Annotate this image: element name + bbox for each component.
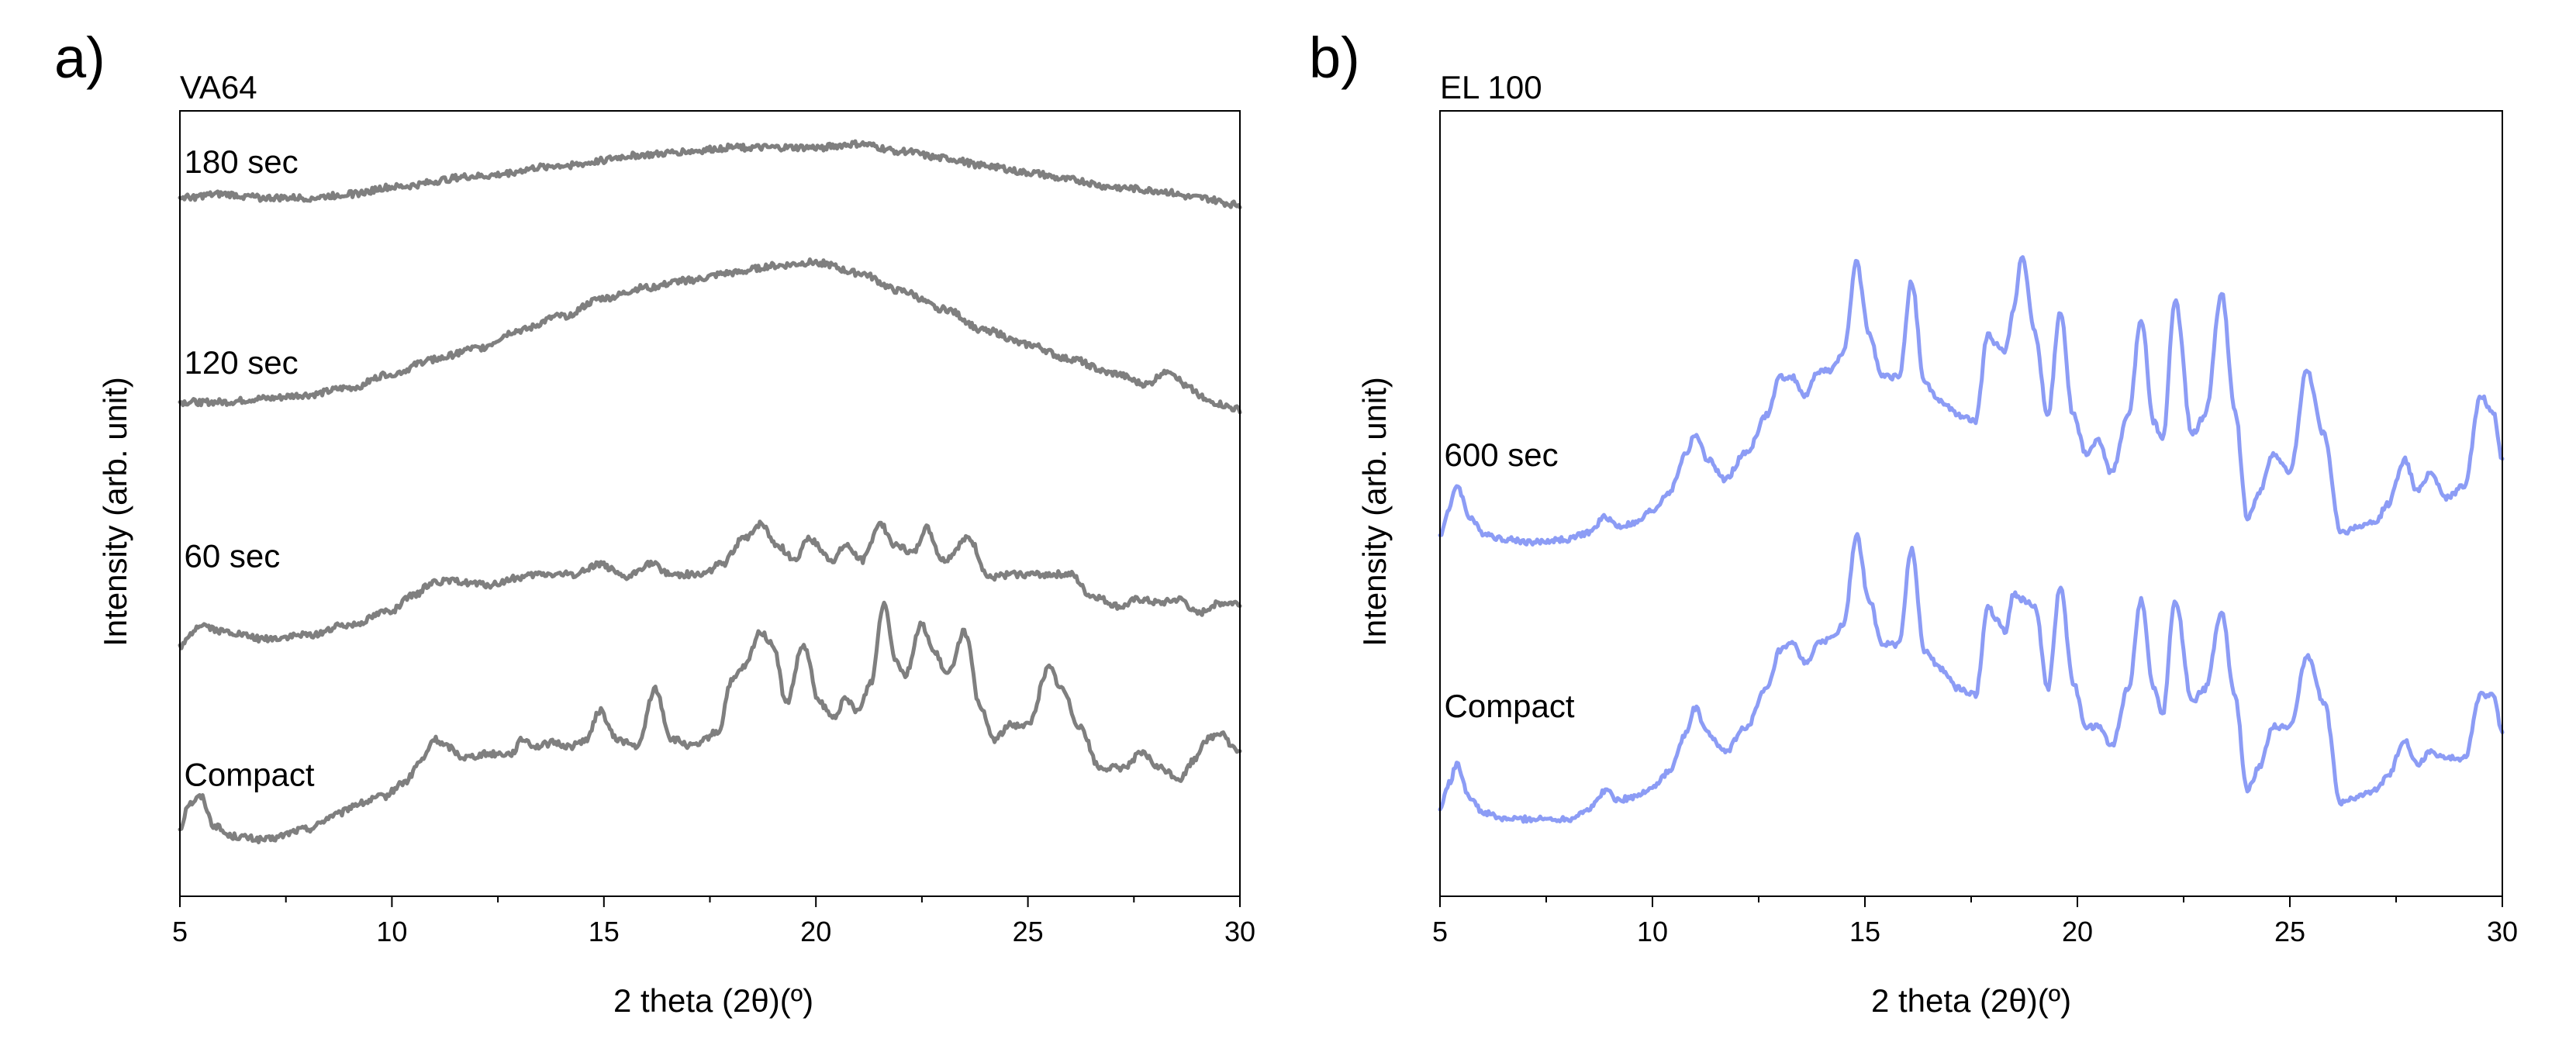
panel-a-xlabel: 2 theta (2θ)(º) — [613, 982, 813, 1019]
panel-a-series-labels: Compact 60 sec 120 sec 180 sec — [185, 143, 315, 793]
panel-a-title: VA64 — [180, 69, 257, 105]
panel-b-label: b) — [1309, 26, 1360, 90]
panel-a-series-60-sec — [178, 519, 1242, 650]
panel-b-series-label-compact: Compact — [1445, 688, 1575, 724]
panel-a-series-180-sec — [178, 139, 1242, 209]
panel-a-frame — [179, 110, 1241, 897]
panel-b-series — [1438, 255, 2505, 824]
panel-b-series-label-600-sec: 600 sec — [1445, 437, 1559, 473]
panel-b-frame — [1439, 110, 2503, 897]
panel-a-x-ticks: 5 10 15 20 25 30 — [172, 896, 1255, 947]
panel-a-series-label-120-sec: 120 sec — [185, 344, 299, 381]
panel-b-x-tick-label: 15 — [1849, 916, 1880, 947]
panel-a-series-label-compact: Compact — [185, 757, 315, 793]
panel-a-x-tick-label: 15 — [589, 916, 620, 947]
panel-a-series-label-60-sec: 60 sec — [185, 538, 281, 575]
panel-b-title: EL 100 — [1440, 69, 1542, 105]
panel-a: a) VA64 Intensity (arb. unit) 2 theta (2… — [54, 26, 1255, 1019]
panel-b-series-labels: Compact 600 sec — [1445, 437, 1575, 724]
panel-a-series-label-180-sec: 180 sec — [185, 143, 299, 180]
panel-a-series-120-sec — [178, 257, 1242, 415]
panel-b-series-600-sec — [1438, 255, 2505, 547]
panel-b-x-ticks: 5 10 15 20 25 30 — [1432, 896, 2518, 947]
panel-b-xlabel: 2 theta (2θ)(º) — [1871, 982, 2071, 1019]
panel-b-x-tick-label: 20 — [2062, 916, 2093, 947]
panel-a-x-tick-label: 5 — [172, 916, 188, 947]
panel-a-series — [178, 139, 1242, 844]
panel-b: b) EL 100 Intensity (arb. unit) 2 theta … — [1309, 26, 2518, 1019]
panel-b-x-tick-label: 30 — [2487, 916, 2518, 947]
panel-a-series-compact — [178, 600, 1242, 844]
panel-a-x-tick-label: 20 — [800, 916, 831, 947]
panel-b-x-tick-label: 5 — [1432, 916, 1448, 947]
panel-b-x-tick-label: 10 — [1637, 916, 1668, 947]
panel-a-x-tick-label: 25 — [1013, 916, 1044, 947]
panel-b-series-compact — [1438, 532, 2505, 824]
panel-b-ylabel: Intensity (arb. unit) — [1356, 377, 1393, 647]
panel-a-x-tick-label: 10 — [376, 916, 407, 947]
panel-a-ylabel: Intensity (arb. unit) — [97, 377, 133, 647]
panel-b-x-tick-label: 25 — [2274, 916, 2305, 947]
panel-a-x-tick-label: 30 — [1224, 916, 1255, 947]
panel-a-label: a) — [54, 26, 105, 90]
